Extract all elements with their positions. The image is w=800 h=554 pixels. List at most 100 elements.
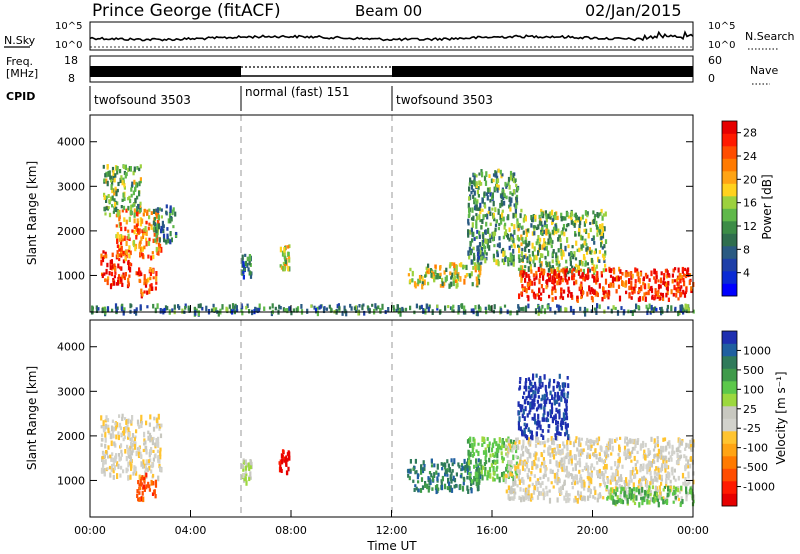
power-echo-cell: [617, 284, 621, 289]
power-echo-cell: [509, 175, 513, 181]
velocity-echo-cell: [514, 480, 517, 485]
velocity-echo-cell: [610, 466, 613, 471]
power-echo-cell: [553, 226, 556, 231]
velocity-echo-cell: [548, 489, 551, 493]
velocity-echo-cell: [527, 449, 530, 455]
power-echo-cell: [164, 239, 167, 243]
velocity-echo-cell: [572, 441, 576, 448]
velocity-echo-cell: [103, 472, 106, 477]
power-echo-cell: [505, 229, 508, 235]
velocity-echo-cell: [679, 502, 682, 507]
velocity-echo-cell: [566, 493, 569, 497]
velocity-echo-cell: [655, 492, 659, 496]
velocity-echo-cell: [519, 453, 523, 458]
power-echo-cell: [524, 305, 528, 312]
power-echo-cell: [131, 181, 134, 187]
velocity-echo-cell: [524, 434, 527, 439]
velocity-echo-cell: [554, 435, 557, 441]
power-echo-cell: [150, 211, 153, 216]
power-echo-cell: [165, 204, 168, 209]
velocity-echo-cell: [142, 496, 145, 503]
power-echo-cell: [464, 275, 467, 279]
velocity-echo-cell: [143, 477, 146, 481]
velocity-echo-cell: [552, 437, 555, 443]
power-echo-cell: [463, 265, 466, 269]
velocity-echo-cell: [685, 483, 688, 487]
power-echo-cell: [109, 265, 112, 270]
velocity-echo-cell: [138, 424, 141, 429]
velocity-echo-cell: [481, 443, 484, 447]
velocity-echo-cell: [552, 485, 555, 489]
power-echo-cell: [490, 178, 493, 184]
velocity-echo-cell: [687, 471, 690, 476]
power-echo-cell: [545, 228, 548, 234]
velocity-echo-cell: [248, 466, 251, 471]
velocity-echo-cell: [561, 466, 564, 472]
velocity-echo-cell: [552, 454, 556, 460]
power-echo-cell: [133, 208, 136, 214]
power-echo-cell: [501, 189, 504, 193]
velocity-echo-cell: [546, 418, 550, 423]
power-echo-cell: [115, 213, 118, 218]
velocity-echo-cell: [556, 424, 559, 431]
velocity-echo-cell: [153, 454, 156, 458]
velocity-echo-cell: [536, 399, 539, 404]
velocity-echo-cell: [542, 488, 545, 492]
velocity-echo-cell: [114, 422, 117, 426]
power-echo-cell: [494, 186, 497, 191]
velocity-echo-cell: [525, 396, 528, 401]
velocity-echo-cell: [431, 475, 435, 482]
power-echo-cell: [597, 226, 601, 233]
power-echo-cell: [607, 289, 610, 295]
velocity-echo-cell: [472, 452, 476, 457]
velocity-echo-cell: [662, 437, 665, 442]
power-echo-cell: [522, 240, 525, 245]
power-echo-cell: [512, 240, 515, 244]
power-echo-cell: [152, 303, 155, 309]
velocity-echo-cell: [671, 450, 674, 456]
velocity-echo-cell: [519, 426, 522, 432]
power-echo-cell: [481, 197, 484, 204]
power-echo-cell: [103, 195, 106, 200]
velocity-echo-cell: [687, 465, 690, 469]
power-echo-cell: [499, 214, 502, 221]
velocity-echo-cell: [631, 470, 634, 476]
power-echo-cell: [118, 248, 121, 252]
velocity-echo-cell: [588, 445, 591, 450]
velocity-echo-cell: [641, 466, 644, 472]
velocity-echo-cell: [524, 406, 527, 412]
power-echo-cell: [450, 281, 453, 287]
power-echo-cell: [557, 237, 560, 242]
velocity-echo-cell: [527, 475, 530, 480]
power-echo-cell: [116, 232, 119, 236]
power-echo-cell: [109, 175, 112, 180]
power-echo-cell: [274, 306, 277, 311]
velocity-echo-cell: [482, 450, 486, 455]
power-echo-cell: [427, 268, 430, 275]
power-echo-cell: [655, 291, 658, 295]
velocity-echo-cell: [534, 394, 537, 398]
power-echo-cell: [241, 311, 244, 316]
power-echo-cell: [395, 308, 398, 313]
colorbar-block: [722, 283, 737, 297]
power-echo-cell: [538, 220, 541, 226]
power-echo-cell: [157, 251, 160, 256]
power-echo-cell: [120, 245, 123, 252]
power-echo-cell: [122, 310, 125, 316]
date-title: 02/Jan/2015: [585, 1, 682, 20]
velocity-echo-cell: [533, 474, 536, 478]
velocity-echo-cell: [560, 491, 563, 496]
velocity-echo-cell: [681, 499, 684, 504]
velocity-echo-cell: [522, 488, 525, 492]
power-echo-cell: [474, 197, 477, 202]
power-echo-cell: [545, 284, 548, 290]
power-echo-cell: [529, 257, 532, 262]
velocity-echo-cell: [449, 474, 452, 479]
velocity-echo-cell: [636, 440, 639, 445]
power-echo-cell: [592, 235, 595, 241]
velocity-echo-cell: [632, 482, 635, 488]
power-echo-cell: [111, 264, 114, 269]
power-echo-cell: [111, 166, 115, 173]
power-echo-cell: [493, 258, 496, 263]
power-echo-cell: [537, 250, 540, 256]
